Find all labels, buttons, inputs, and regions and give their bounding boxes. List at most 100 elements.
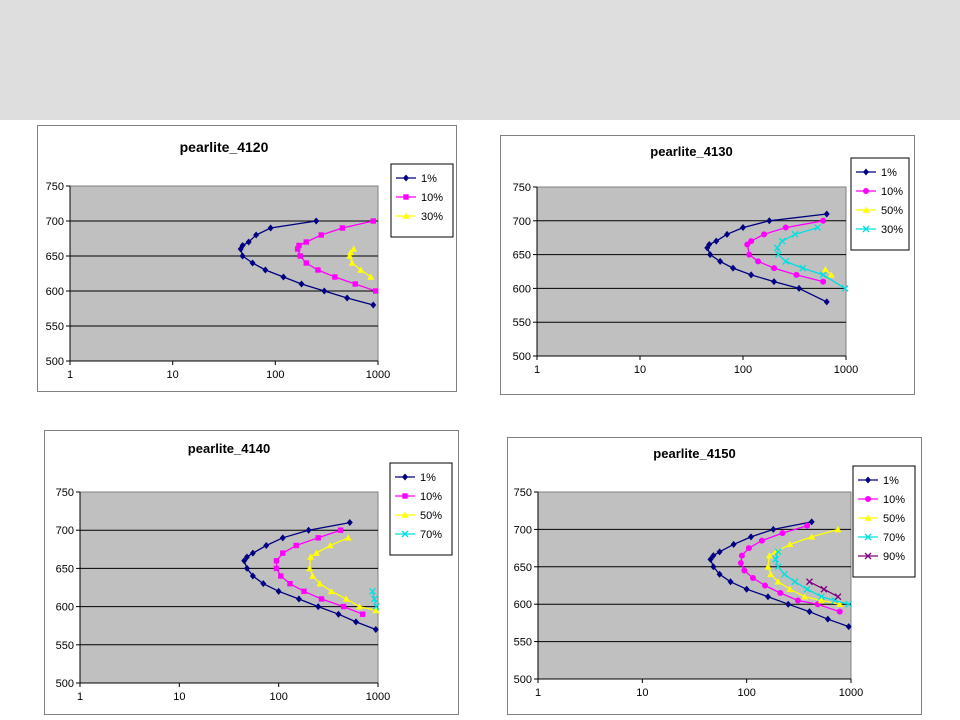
data-point: [318, 596, 325, 602]
series-1-pct: [237, 217, 377, 309]
data-point: [738, 552, 745, 559]
series-10-pct: [294, 218, 379, 294]
data-point: [791, 578, 799, 586]
series-1-pct: [241, 519, 379, 634]
legend-swatch-marker: [864, 514, 872, 521]
data-point: [294, 246, 301, 252]
series-90-pct: [806, 578, 842, 601]
data-point: [293, 542, 299, 549]
y-tick-label: 700: [514, 524, 532, 536]
chart-svg: pearlite_4130 500 550 600 650 700 750 1 10 100 100…: [513, 144, 910, 376]
series-1-pct: [707, 518, 852, 631]
x-tick-label: 10: [173, 691, 185, 703]
data-point: [263, 541, 270, 549]
legend-box: [850, 157, 910, 251]
plot-area: [69, 185, 379, 362]
data-point: [808, 533, 816, 540]
legend-label: 50%: [883, 513, 905, 525]
chart-title: pearlite_4130: [650, 144, 732, 159]
legend-swatch-marker: [402, 493, 408, 499]
series-10-pct: [737, 522, 843, 615]
legend-label: 50%: [420, 510, 442, 522]
data-point: [303, 260, 309, 266]
legend-swatch-marker: [864, 552, 872, 560]
data-point: [748, 271, 755, 279]
legend-swatch-marker: [402, 473, 408, 481]
data-point: [262, 266, 269, 274]
data-point: [772, 555, 780, 563]
legend-label: 90%: [883, 551, 905, 563]
y-tick-label: 550: [513, 317, 531, 329]
data-point: [727, 578, 734, 586]
chart-pearlite-4130: pearlite_4130 500 550 600 650 700 750 1 10 100 100…: [500, 135, 915, 395]
data-point: [372, 626, 379, 634]
chart-svg: pearlite_4140 500 550 600 650 700 750 1 10 100 100…: [56, 441, 453, 703]
plot-area: [79, 491, 379, 684]
x-tick-label: 1: [67, 369, 73, 381]
legend-label: 1%: [421, 173, 437, 185]
y-tick-label: 600: [46, 286, 64, 298]
data-point: [239, 252, 246, 260]
data-point: [740, 224, 746, 232]
data-point: [761, 231, 768, 238]
series-1-pct: [704, 210, 830, 306]
data-point: [280, 273, 287, 281]
data-point: [764, 593, 771, 601]
data-point: [766, 217, 773, 225]
y-tick-label: 600: [513, 283, 531, 295]
data-point: [786, 540, 794, 548]
data-point: [774, 563, 782, 571]
data-point: [312, 549, 320, 556]
data-point: [305, 526, 312, 534]
y-tick-label: 550: [514, 637, 532, 649]
data-point: [332, 274, 338, 280]
data-point: [748, 238, 755, 245]
y-tick-label: 700: [46, 216, 64, 228]
legend-swatch-marker: [863, 188, 869, 194]
data-point: [730, 540, 737, 548]
data-point: [746, 251, 753, 258]
legend-label: 10%: [420, 491, 442, 503]
y-tick-label: 750: [513, 182, 531, 194]
data-point: [306, 564, 314, 572]
data-point: [817, 596, 825, 604]
x-tick-label: 10: [636, 687, 648, 699]
data-point: [785, 600, 792, 608]
data-point: [707, 251, 714, 259]
plot-area: [536, 186, 847, 357]
data-point: [771, 278, 778, 286]
data-point: [704, 244, 711, 252]
data-point: [315, 535, 321, 541]
data-point: [845, 600, 853, 608]
data-point: [782, 224, 789, 231]
data-point: [372, 603, 380, 611]
data-point: [823, 298, 830, 306]
legend-swatch-marker: [403, 194, 409, 200]
data-point: [774, 251, 782, 259]
data-point: [340, 603, 347, 610]
data-point: [820, 217, 827, 224]
data-point: [827, 271, 835, 278]
series-50-pct: [764, 525, 844, 607]
data-point: [778, 237, 786, 245]
data-point: [803, 585, 811, 593]
legend-label: 70%: [420, 529, 442, 541]
data-point: [275, 587, 282, 595]
series-50-pct: [306, 534, 380, 614]
data-point: [346, 252, 354, 259]
series-line: [746, 220, 824, 283]
legend-swatch-marker: [402, 212, 410, 219]
chart-title: pearlite_4120: [180, 139, 269, 155]
data-point: [804, 522, 811, 529]
y-tick-label: 500: [513, 351, 531, 363]
data-point: [280, 550, 286, 556]
data-point: [713, 237, 720, 245]
x-tick-label: 1000: [366, 691, 390, 703]
series-line: [275, 529, 363, 615]
data-point: [369, 587, 376, 595]
data-point: [327, 587, 335, 595]
y-tick-label: 750: [514, 487, 532, 499]
x-tick-label: 100: [737, 687, 755, 699]
data-point: [774, 548, 782, 556]
data-point: [344, 294, 351, 302]
